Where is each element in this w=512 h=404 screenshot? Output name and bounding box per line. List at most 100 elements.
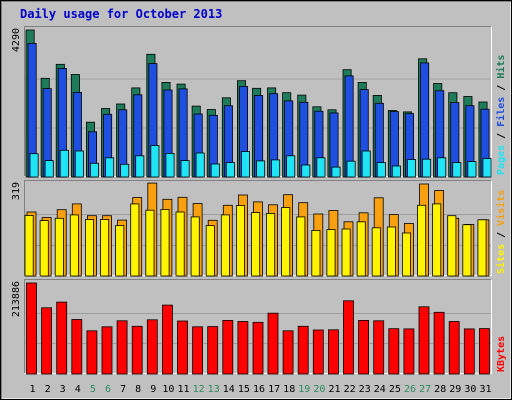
bar-group-day-3 — [54, 209, 67, 277]
bar-pages — [59, 149, 69, 178]
legend-entry-pages: Pages — [496, 145, 507, 175]
bar-kbytes — [327, 329, 339, 375]
bar-sites — [251, 212, 261, 277]
bar-kbytes — [237, 321, 249, 375]
x-tick-label: 29 — [449, 384, 461, 395]
bar-group-day-4 — [70, 74, 84, 178]
bar-group-day-24 — [373, 320, 385, 375]
bar-group-day-29 — [448, 321, 460, 375]
bar-group-day-15 — [237, 321, 249, 375]
bar-group-day-31 — [477, 219, 490, 277]
bar-group-day-14 — [222, 319, 234, 375]
legend-entry-visits: Visits — [495, 190, 507, 226]
bar-pages — [467, 161, 477, 178]
bar-sites — [281, 207, 291, 277]
bar-sites — [235, 205, 245, 277]
bar-group-day-13 — [207, 326, 219, 375]
bar-group-day-9 — [145, 182, 158, 277]
x-tick-label: 26 — [404, 384, 416, 395]
x-tick-label: 7 — [120, 384, 126, 395]
bar-pages — [376, 162, 386, 178]
bar-group-day-22 — [343, 300, 354, 375]
bar-group-day-18 — [282, 330, 294, 375]
x-tick-label: 12 — [193, 384, 205, 395]
y-max-label-requests: 4290 — [11, 28, 22, 52]
bar-pages — [74, 150, 84, 178]
bar-kbytes — [192, 326, 204, 375]
panel-requests: 4290 Pages / Files / Hits — [11, 26, 507, 178]
x-tick-label: 19 — [298, 384, 310, 395]
bar-kbytes — [252, 321, 264, 375]
bar-group-day-26 — [403, 328, 415, 375]
legend-entry-files: Files — [495, 97, 507, 127]
bar-pages — [452, 162, 462, 178]
legend-separator: / — [496, 226, 507, 244]
bar-pages — [180, 160, 190, 178]
bar-group-day-31 — [478, 328, 490, 375]
bar-sites — [205, 225, 215, 277]
x-tick-label: 30 — [464, 384, 476, 395]
bar-group-day-23 — [357, 82, 371, 178]
bar-group-day-11 — [176, 83, 190, 178]
bar-kbytes — [448, 321, 460, 375]
bar-pages — [361, 150, 371, 178]
bar-pages — [331, 166, 341, 178]
bar-group-day-25 — [387, 110, 401, 178]
bar-sites — [266, 212, 276, 277]
bar-group-day-12 — [191, 105, 205, 178]
bar-kbytes — [146, 319, 158, 375]
bar-kbytes — [358, 319, 370, 375]
x-tick-label: 1 — [29, 384, 35, 395]
bar-group-day-12 — [190, 203, 203, 277]
bar-sites — [220, 214, 230, 277]
bar-group-day-17 — [267, 312, 279, 375]
bar-group-day-27 — [417, 183, 429, 277]
bar-kbytes — [71, 319, 83, 375]
x-tick-label: 20 — [313, 384, 325, 395]
bar-kbytes — [131, 325, 143, 375]
bar-sites — [432, 203, 442, 277]
bar-group-day-2 — [39, 217, 52, 277]
x-tick-label: 25 — [389, 384, 401, 395]
x-tick-label: 8 — [135, 384, 141, 395]
bar-group-day-2 — [41, 307, 52, 375]
x-tick-label: 3 — [60, 384, 66, 395]
bar-group-day-25 — [386, 214, 399, 277]
x-tick-label: 22 — [344, 384, 356, 395]
legend-entry-kbytes: KBytes — [496, 336, 507, 372]
bar-group-day-16 — [252, 321, 264, 375]
panel-border-dark — [24, 279, 492, 374]
bar-sites — [371, 227, 381, 277]
bar-kbytes — [478, 328, 490, 375]
bar-sites — [39, 220, 49, 277]
bar-sites — [447, 215, 457, 277]
x-tick-label: 18 — [283, 384, 295, 395]
bar-group-day-10 — [161, 82, 175, 178]
bar-group-day-8 — [130, 197, 143, 277]
bar-kbytes — [373, 320, 385, 375]
x-tick-label: 28 — [434, 384, 446, 395]
bar-sites — [100, 219, 110, 277]
bar-group-day-11 — [175, 196, 188, 277]
bar-kbytes — [343, 300, 354, 375]
bar-sites — [417, 204, 427, 277]
bar-group-day-26 — [402, 111, 416, 178]
legend-separator: / — [496, 127, 507, 145]
x-tick-label: 14 — [223, 384, 235, 395]
x-tick-label: 17 — [268, 384, 280, 395]
bar-group-day-6 — [101, 326, 113, 375]
bar-group-day-13 — [206, 109, 220, 178]
bar-group-day-1 — [26, 282, 37, 375]
bar-group-day-1 — [24, 211, 37, 277]
bar-kbytes — [297, 325, 309, 375]
bar-group-day-6 — [101, 108, 115, 178]
bar-group-day-21 — [327, 109, 341, 178]
bar-pages — [482, 158, 492, 178]
bar-group-day-24 — [372, 95, 386, 178]
bar-sites — [341, 228, 351, 277]
bar-pages — [135, 155, 145, 178]
bar-group-day-7 — [116, 103, 130, 178]
bar-group-day-20 — [312, 106, 326, 178]
